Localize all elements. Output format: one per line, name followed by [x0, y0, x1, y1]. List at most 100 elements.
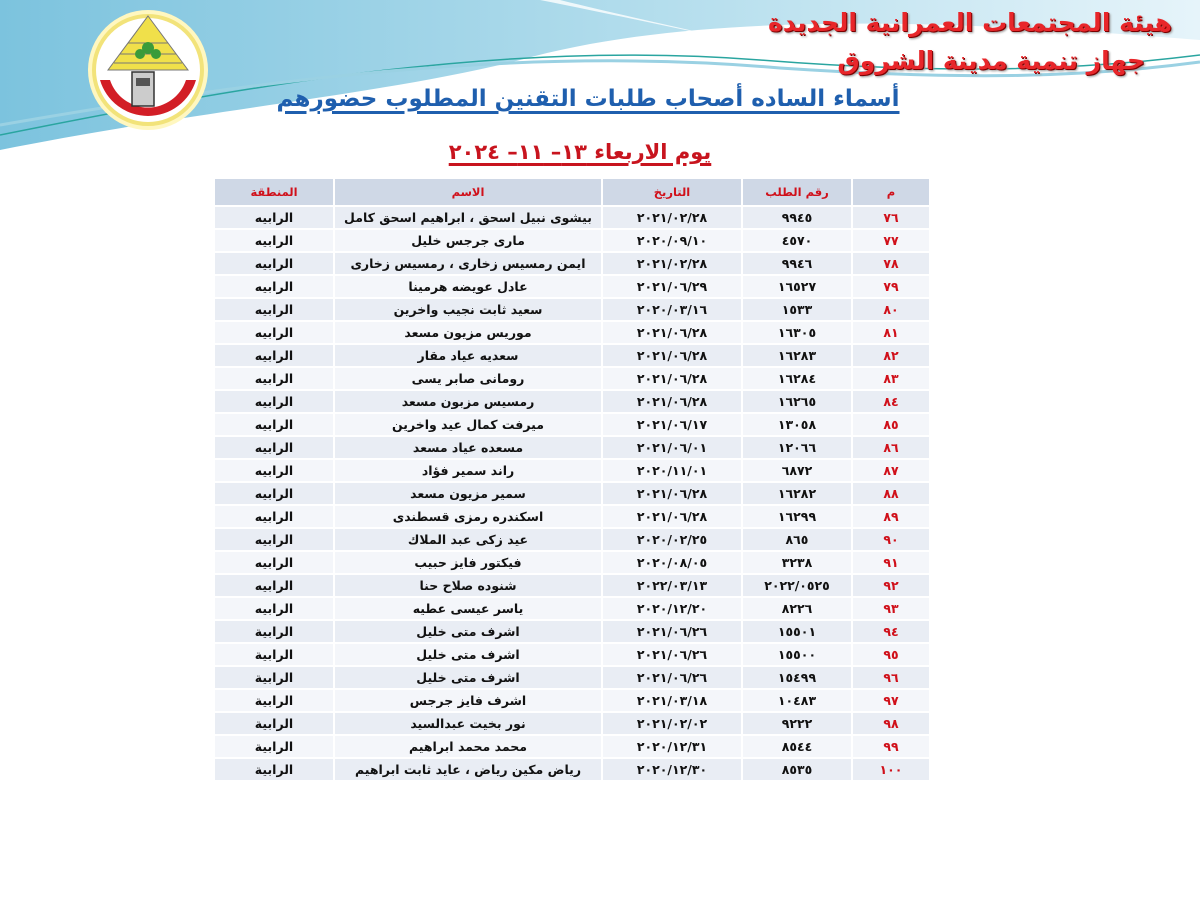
name-text: عادل عويضه هرمينا	[408, 279, 528, 294]
cell-request-number: ٨٥٣٥	[741, 757, 853, 782]
region-text: الرابية	[254, 624, 294, 639]
date-text: ٢٠٢١/٠٦/٢٦	[636, 670, 708, 685]
row-number-text: ٩٧	[883, 693, 899, 708]
row-number-text: ٨٧	[883, 463, 899, 478]
row-number-text: ٩٣	[883, 601, 899, 616]
region-text: الرابيه	[254, 302, 294, 317]
cell-row-number: ٨٤	[851, 389, 931, 414]
cell-request-number: ١٢٠٦٦	[741, 435, 853, 460]
cell-name: اشرف فايز جرجس	[333, 688, 603, 713]
region-text: الرابية	[254, 647, 294, 662]
cell-region: الرابية	[213, 619, 335, 644]
cell-name: نور بخيت عبدالسيد	[333, 711, 603, 736]
cell-request-number: ١٦٢٩٩	[741, 504, 853, 529]
request-number-text: ٩٩٤٥	[781, 210, 813, 225]
date-text: ٢٠٢١/٠٢/٠٢	[636, 716, 708, 731]
cell-row-number: ٩٦	[851, 665, 931, 690]
request-number-text: ٨٥٤٤	[781, 739, 813, 754]
cell-date: ٢٠٢١/٠٦/٢٩	[601, 274, 743, 299]
region-text: الرابيه	[254, 601, 294, 616]
date-text: ٢٠٢١/٠٦/٢٩	[636, 279, 708, 294]
cell-request-number: ٨٢٢٦	[741, 596, 853, 621]
cell-request-number: ٨٥٤٤	[741, 734, 853, 759]
date-text: ٢٠٢٠/٠٢/٢٥	[636, 532, 708, 547]
table-row: ٩١ ٣٢٣٨ ٢٠٢٠/٠٨/٠٥ فيكتور فايز حبيب الرابيه	[213, 550, 931, 575]
row-number-text: ٩١	[883, 555, 899, 570]
region-text: الرابيه	[254, 578, 294, 593]
cell-region: الرابيه	[213, 435, 335, 460]
cell-date: ٢٠٢١/٠٦/٠١	[601, 435, 743, 460]
row-number-text: ٩٤	[883, 624, 899, 639]
cell-region: الرابيه	[213, 573, 335, 598]
request-number-text: ٦٨٧٢	[781, 463, 813, 478]
cell-request-number: ١٦٢٨٤	[741, 366, 853, 391]
region-text: الرابيه	[254, 555, 294, 570]
cell-date: ٢٠٢٠/٠٨/٠٥	[601, 550, 743, 575]
region-text: الرابيه	[254, 463, 294, 478]
cell-region: الرابيه	[213, 504, 335, 529]
cell-name: مسعده عياد مسعد	[333, 435, 603, 460]
row-number-text: ٧٨	[883, 256, 899, 271]
row-number-text: ٨٣	[883, 371, 899, 386]
name-text: محمد محمد ابراهيم	[408, 739, 527, 754]
cell-request-number: ١٥٤٩٩	[741, 665, 853, 690]
cell-date: ٢٠٢٠/٠٩/١٠	[601, 228, 743, 253]
region-text: الرابيه	[254, 348, 294, 363]
cell-row-number: ٩٧	[851, 688, 931, 713]
request-number-text: ١٥٥٠٠	[777, 647, 817, 662]
cell-request-number: ١٥٥٠٠	[741, 642, 853, 667]
table-row: ٨٢ ١٦٢٨٣ ٢٠٢١/٠٦/٢٨ سعديه عياد مقار الرابيه	[213, 343, 931, 368]
page-title: أسماء الساده أصحاب طلبات التقنين المطلوب…	[276, 86, 900, 112]
request-number-text: ١٦٢٦٥	[777, 394, 817, 409]
cell-request-number: ١٣٠٥٨	[741, 412, 853, 437]
column-header-request-number: رقم الطلب	[741, 177, 853, 207]
cell-request-number: ١٥٣٣	[741, 297, 853, 322]
organization-logo	[88, 10, 208, 130]
cell-request-number: ٨٦٥	[741, 527, 853, 552]
cell-name: ميرفت كمال عيد واخرين	[333, 412, 603, 437]
name-text: اشرف متى خليل	[416, 647, 520, 662]
cell-name: مارى جرجس خليل	[333, 228, 603, 253]
name-text: شنوده صلاح حنا	[419, 578, 517, 593]
request-number-text: ١٦٢٨٣	[777, 348, 817, 363]
name-text: نور بخيت عبدالسيد	[410, 716, 526, 731]
name-text: مارى جرجس خليل	[411, 233, 525, 248]
cell-name: ياسر عيسى عطيه	[333, 596, 603, 621]
cell-name: محمد محمد ابراهيم	[333, 734, 603, 759]
name-text: سمير مزيون مسعد	[410, 486, 526, 501]
cell-name: عيد زكى عبد الملاك	[333, 527, 603, 552]
cell-region: الرابية	[213, 734, 335, 759]
table-row: ٨٣ ١٦٢٨٤ ٢٠٢١/٠٦/٢٨ رومانى صابر يسى الرابيه	[213, 366, 931, 391]
cell-region: الرابيه	[213, 389, 335, 414]
cell-request-number: ٩٢٢٢	[741, 711, 853, 736]
row-number-text: ٨١	[883, 325, 899, 340]
region-text: الرابية	[254, 739, 294, 754]
cell-date: ٢٠٢١/٠٣/١٨	[601, 688, 743, 713]
organization-department: جهاز تنمية مدينة الشروق	[837, 46, 1145, 75]
request-number-text: ٣٢٣٨	[781, 555, 813, 570]
cell-row-number: ٩٣	[851, 596, 931, 621]
cell-row-number: ٩٤	[851, 619, 931, 644]
row-number-text: ٩٠	[883, 532, 899, 547]
date-text: ٢٠٢١/٠٢/٢٨	[636, 210, 708, 225]
row-number-text: ٩٢	[883, 578, 899, 593]
date-text: ٢٠٢٠/١٢/٢٠	[636, 601, 708, 616]
cell-name: رياض مكين رياض ، عايد ثابت ابراهيم	[333, 757, 603, 782]
cell-name: عادل عويضه هرمينا	[333, 274, 603, 299]
table-row: ٩٧ ١٠٤٨٣ ٢٠٢١/٠٣/١٨ اشرف فايز جرجس الرابية	[213, 688, 931, 713]
row-number-text: ٧٦	[883, 210, 899, 225]
cell-name: موريس مزيون مسعد	[333, 320, 603, 345]
cell-row-number: ٨٠	[851, 297, 931, 322]
cell-row-number: ٧٩	[851, 274, 931, 299]
row-number-text: ١٠٠	[879, 762, 903, 777]
cell-region: الرابيه	[213, 205, 335, 230]
cell-date: ٢٠٢١/٠٦/١٧	[601, 412, 743, 437]
date-text: ٢٠٢١/٠٦/٢٨	[636, 509, 708, 524]
date-text: ٢٠٢١/٠٦/٢٨	[636, 486, 708, 501]
row-number-text: ٩٥	[883, 647, 899, 662]
date-text: ٢٠٢٠/١٢/٣١	[636, 739, 708, 754]
name-text: رومانى صابر يسى	[411, 371, 525, 386]
region-text: الرابيه	[254, 210, 294, 225]
region-text: الرابيه	[254, 440, 294, 455]
cell-region: الرابية	[213, 757, 335, 782]
